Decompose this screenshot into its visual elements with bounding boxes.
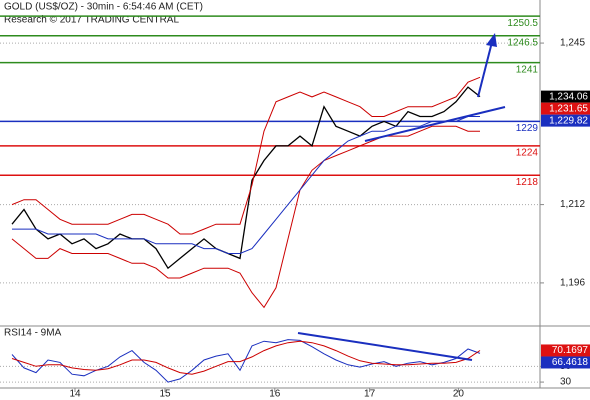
price-tag-label: 66.4618 bbox=[552, 357, 589, 368]
plot-layer: 1,196 1,212 1,245 1250.5 1246.5 1241 1229 1224 1… bbox=[0, 15, 585, 400]
price-tag-label: 1,229.82 bbox=[549, 115, 588, 126]
chart-title: GOLD (US$/OZ) - 30min - 6:54:46 AM (CET) bbox=[4, 2, 203, 13]
level-label: 1218 bbox=[516, 177, 539, 188]
y-tick-label: 30 bbox=[560, 377, 572, 388]
level-label: 1224 bbox=[516, 147, 539, 158]
y-tick-label: 1,212 bbox=[560, 199, 585, 210]
projection-arrow bbox=[477, 41, 493, 98]
y-tick-label: 1,196 bbox=[560, 278, 585, 289]
price-tag-label: 70.1697 bbox=[552, 345, 589, 356]
level-label: 1241 bbox=[516, 64, 539, 75]
x-tick-label: 17 bbox=[364, 389, 376, 400]
arrow-head bbox=[486, 33, 497, 47]
price-tag bbox=[541, 344, 590, 357]
rsi-trend-line bbox=[297, 332, 473, 361]
series-line bbox=[11, 86, 481, 270]
level-label: 1229 bbox=[516, 123, 539, 134]
chart-subtitle: Research © 2017 TRADING CENTRAL bbox=[4, 15, 179, 26]
rsi-title: RSI14 - 9MA bbox=[4, 328, 62, 339]
series-line bbox=[12, 116, 480, 254]
price-tag-label: 1,231.65 bbox=[549, 103, 588, 114]
series-line bbox=[11, 76, 481, 235]
level-label: 1246.5 bbox=[507, 37, 538, 48]
level-label: 1250.5 bbox=[507, 18, 538, 29]
price-tag-label: 1,234.06 bbox=[549, 91, 588, 102]
price-tag bbox=[541, 102, 590, 115]
x-tick-label: 20 bbox=[453, 389, 465, 400]
price-tag bbox=[541, 356, 590, 369]
x-tick-label: 15 bbox=[159, 389, 171, 400]
series-line bbox=[11, 340, 481, 375]
price-tag bbox=[541, 90, 590, 103]
trend-line bbox=[364, 106, 506, 142]
y-tick-label: 1,245 bbox=[560, 38, 585, 49]
series-line bbox=[11, 125, 480, 309]
x-tick-label: 14 bbox=[69, 389, 81, 400]
price-tag bbox=[541, 114, 590, 127]
x-tick-label: 16 bbox=[269, 389, 281, 400]
